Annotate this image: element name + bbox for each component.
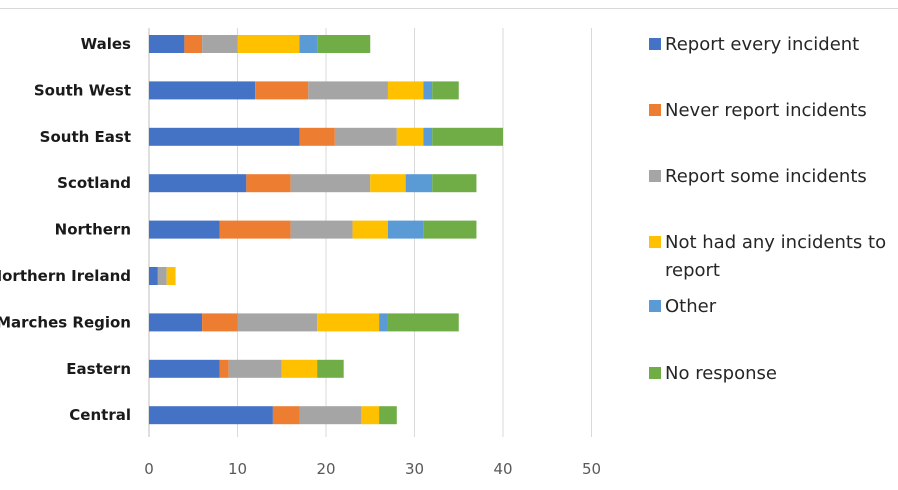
category-label: Northern [55,221,131,239]
bar-northern-ireland-not-had-any-incidents-to-report [166,267,176,285]
category-label: Scotland [57,174,131,192]
bar-central-report-every-incident [149,406,273,425]
bar-scotland-other [405,174,433,193]
x-tick-label: 40 [493,460,512,478]
legend-label: Other [665,296,717,317]
bar-south-west-report-some-incidents [308,81,388,100]
category-label: South West [34,81,131,99]
bar-wales-report-some-incidents [202,35,238,53]
bar-scotland-report-some-incidents [290,174,371,193]
x-tick-labels: 0 10 20 30 40 50 [144,460,601,478]
legend-item-no-response: No response [649,363,777,384]
bar-eastern-report-some-incidents [228,359,282,378]
bar-south-east-report-some-incidents [334,127,397,146]
legend-item-never-report-incidents: Never report incidents [649,100,867,121]
x-tick-label: 10 [228,460,247,478]
bar-central-never-report-incidents [272,406,300,425]
bar-south-east-other [423,127,433,146]
bar-northern-not-had-any-incidents-to-report [352,220,388,239]
bar-central-report-some-incidents [299,406,362,425]
bar-central-not-had-any-incidents-to-report [361,406,380,425]
bar-wales-never-report-incidents [184,35,203,53]
bar-northern-never-report-incidents [219,220,291,239]
legend: Report every incident Never report incide… [649,34,886,384]
legend-item-report-every-incident: Report every incident [649,34,859,55]
legend-item-other: Other [649,296,717,317]
bar-eastern-no-response [317,359,344,378]
bar-scotland-no-response [432,174,477,193]
bar-northern-report-every-incident [149,220,220,239]
bar-south-west-not-had-any-incidents-to-report [387,81,424,100]
category-label: South East [40,128,131,146]
category-label: Wales [81,35,131,53]
bar-scotland-not-had-any-incidents-to-report [370,174,406,193]
bar-south-east-no-response [432,127,503,146]
bar-wales-other [299,35,318,53]
bar-south-west-never-report-incidents [255,81,309,100]
category-labels: Wales South West South East Scotland Norther… [0,35,131,424]
bars [149,35,503,425]
legend-swatch [649,367,661,379]
legend-item-report-some-incidents: Report some incidents [649,166,867,187]
bar-eastern-never-report-incidents [219,359,229,378]
x-tick-label: 50 [582,460,601,478]
bar-central-no-response [379,406,397,425]
legend-label: No response [665,363,777,384]
bar-northern-ireland-report-some-incidents [157,267,167,285]
legend-swatch [649,170,661,182]
chart-top-border [0,8,898,9]
x-tick-label: 0 [144,460,154,478]
legend-label: Never report incidents [665,100,867,121]
bar-wales-not-had-any-incidents-to-report [237,35,300,53]
legend-label: Report some incidents [665,166,867,187]
legend-swatch [649,236,661,248]
bar-south-west-no-response [432,81,459,100]
x-tick-label: 20 [316,460,335,478]
bar-marches-region-no-response [387,313,459,332]
category-label: Marches Region [0,313,131,331]
legend-label: Report every incident [665,34,859,55]
bar-northern-no-response [423,220,477,239]
category-label: Northern Ireland [0,267,131,285]
bar-marches-region-report-every-incident [149,313,203,332]
bar-eastern-not-had-any-incidents-to-report [281,359,318,378]
bar-northern-other [387,220,424,239]
bar-marches-region-never-report-incidents [202,313,238,332]
bar-eastern-report-every-incident [149,359,220,378]
bar-marches-region-not-had-any-incidents-to-report [317,313,380,332]
legend-swatch [649,38,661,50]
bar-south-west-other [423,81,433,100]
bar-scotland-report-every-incident [149,174,247,193]
bar-south-east-report-every-incident [149,127,300,146]
bar-south-east-never-report-incidents [299,127,335,146]
bar-wales-report-every-incident [149,35,185,53]
bar-south-west-report-every-incident [149,81,256,100]
legend-swatch [649,300,661,312]
bar-wales-no-response [317,35,371,53]
bar-northern-ireland-report-every-incident [149,267,158,285]
bar-south-east-not-had-any-incidents-to-report [396,127,424,146]
category-label: Central [69,406,131,424]
x-tick-label: 30 [405,460,424,478]
bar-northern-report-some-incidents [290,220,353,239]
bar-marches-region-other [379,313,388,332]
bar-scotland-never-report-incidents [246,174,291,193]
category-label: Eastern [66,360,131,378]
legend-swatch [649,104,661,116]
legend-item-not-had-any-incidents-to-report: Not had any incidents to report [649,232,886,281]
bar-marches-region-report-some-incidents [237,313,318,332]
legend-label: Not had any incidents to report [665,232,886,281]
